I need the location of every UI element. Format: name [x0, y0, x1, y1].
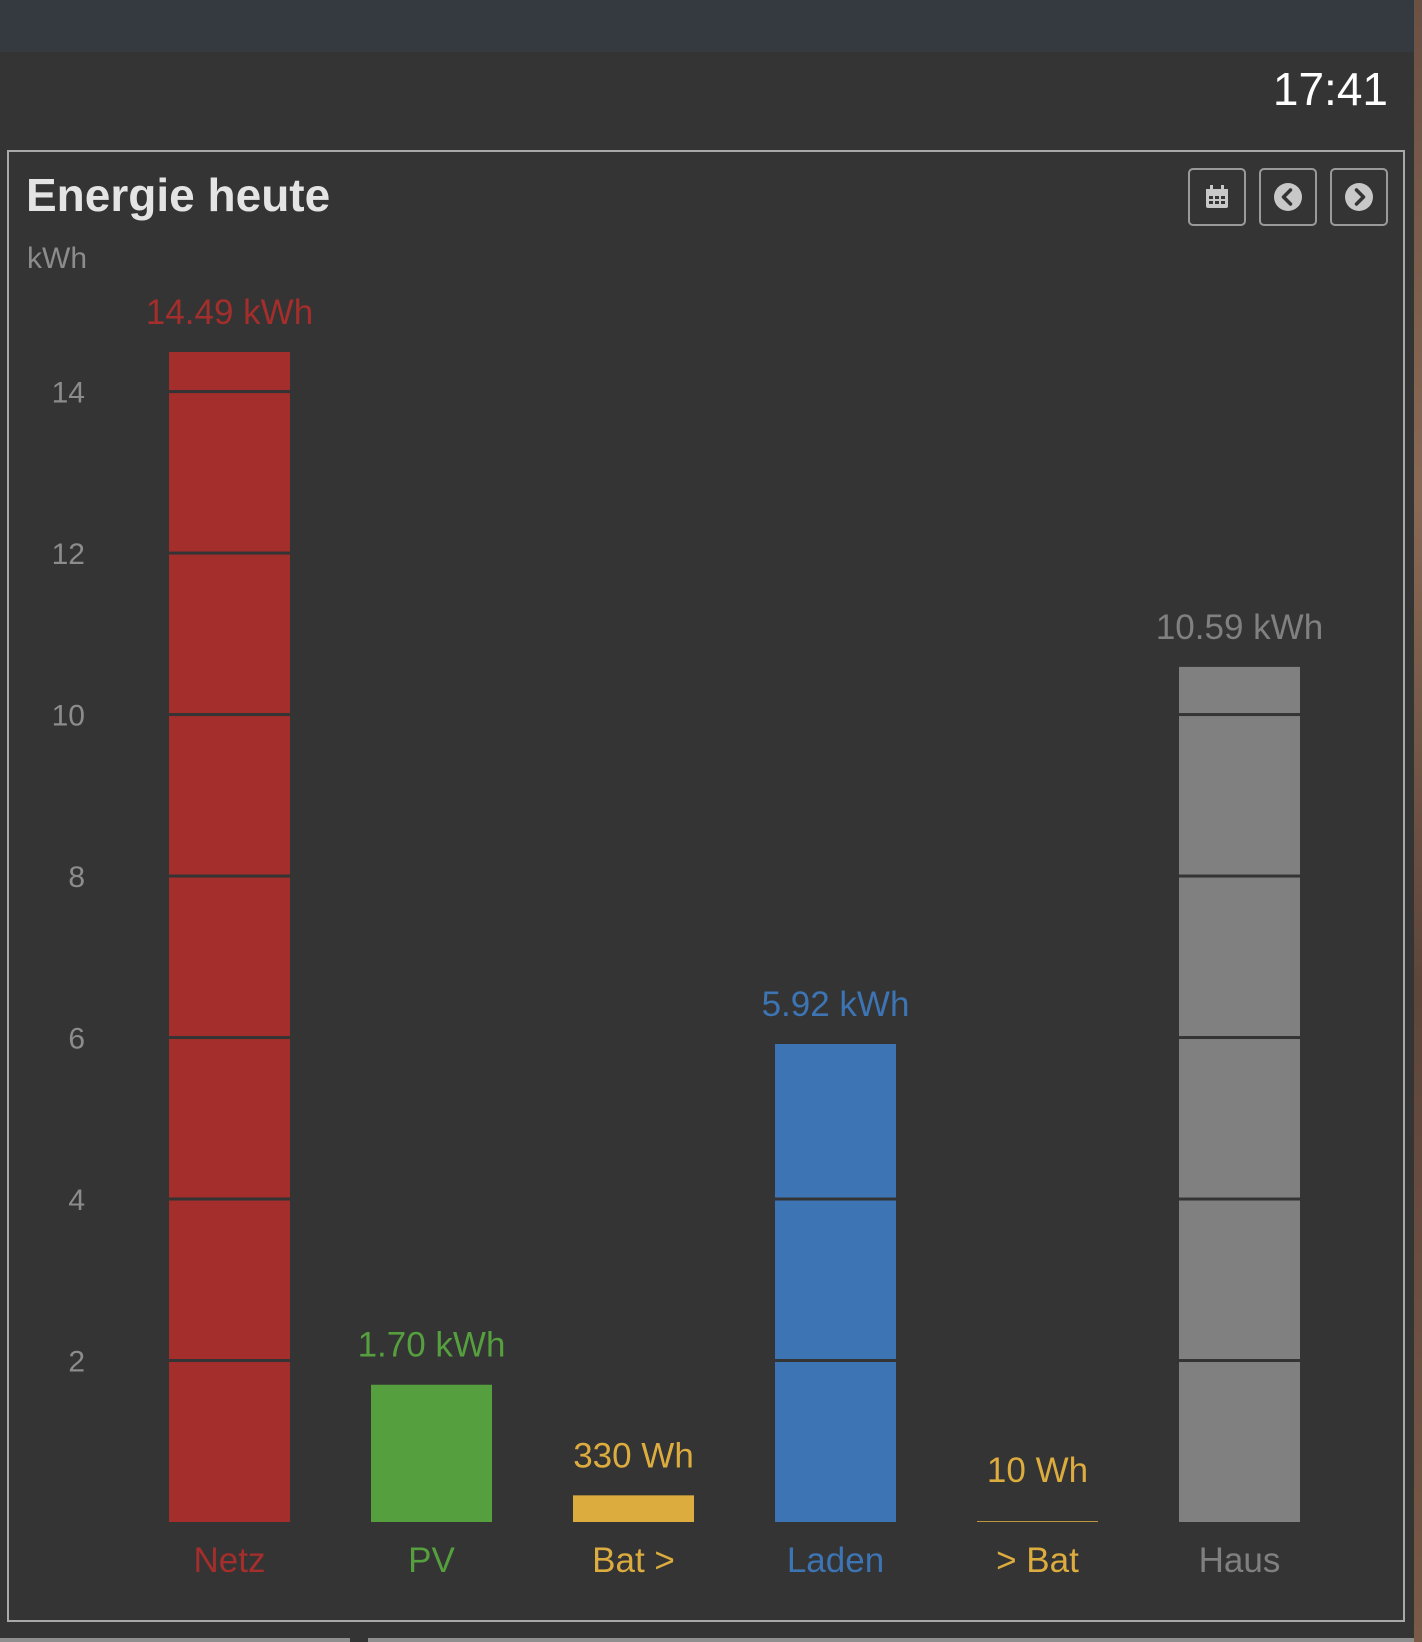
panel-title: Energie heute — [26, 169, 331, 221]
energy-panel: Energie heute kWh 2 4 6 8 10 12 14 14.49 kWh Net… — [7, 150, 1405, 1622]
bar — [977, 1521, 1098, 1522]
bar — [573, 1495, 694, 1522]
bar-value-label: 14.49 kWh — [146, 293, 313, 332]
bar — [169, 352, 290, 1522]
bar-value-label: 5.92 kWh — [762, 985, 910, 1024]
bar-value-label: 10.59 kWh — [1156, 608, 1323, 647]
unit-label: kWh — [27, 242, 87, 275]
bottom-divider — [368, 1638, 1414, 1642]
y-tick-label: 10 — [52, 700, 85, 733]
previous-button[interactable] — [1259, 168, 1317, 226]
bar — [371, 1384, 492, 1522]
bar-segment-divider — [169, 1359, 290, 1363]
x-category-label: Bat > — [592, 1541, 675, 1580]
calendar-icon — [1206, 185, 1228, 208]
clock: 17:41 — [1272, 63, 1388, 115]
bar-segment-divider — [1179, 874, 1300, 878]
bar-segment-divider — [775, 1197, 896, 1201]
bar-segment-divider — [169, 1036, 290, 1040]
x-category-label: > Bat — [996, 1541, 1079, 1580]
y-tick-label: 8 — [68, 861, 85, 894]
y-tick-label: 2 — [68, 1346, 85, 1379]
calendar-button[interactable] — [1188, 168, 1246, 226]
bar-segment-divider — [169, 551, 290, 555]
background-edge — [1414, 0, 1422, 1642]
top-bar — [0, 0, 1414, 52]
chevron-left-icon — [1274, 183, 1302, 211]
next-button[interactable] — [1330, 168, 1388, 226]
y-tick-label: 4 — [68, 1184, 85, 1217]
bar-segment-divider — [169, 390, 290, 394]
bar-segment-divider — [169, 874, 290, 878]
y-tick-label: 12 — [52, 538, 85, 571]
energy-bar-chart: 2 4 6 8 10 12 14 14.49 kWh Netz 1.70 kWh PV 330 Wh B… — [52, 293, 1324, 1580]
bar-segment-divider — [1179, 713, 1300, 717]
x-category-label: Netz — [194, 1541, 266, 1580]
bar-segment-divider — [1179, 1359, 1300, 1363]
bottom-divider — [0, 1638, 350, 1642]
bar-value-label: 330 Wh — [573, 1436, 694, 1475]
bar-segment-divider — [169, 713, 290, 717]
bar — [775, 1043, 896, 1522]
y-tick-label: 6 — [68, 1023, 85, 1056]
x-category-label: Laden — [787, 1541, 884, 1580]
bar-segment-divider — [775, 1359, 896, 1363]
bar-value-label: 1.70 kWh — [358, 1326, 506, 1365]
bar — [1179, 666, 1300, 1522]
x-category-label: PV — [408, 1541, 455, 1580]
bar-segment-divider — [169, 1197, 290, 1201]
y-tick-label: 14 — [52, 377, 85, 410]
x-category-label: Haus — [1199, 1541, 1281, 1580]
bar-value-label: 10 Wh — [987, 1451, 1088, 1490]
bar-segment-divider — [1179, 1197, 1300, 1201]
bar-segment-divider — [1179, 1036, 1300, 1040]
chevron-right-icon — [1345, 183, 1373, 211]
